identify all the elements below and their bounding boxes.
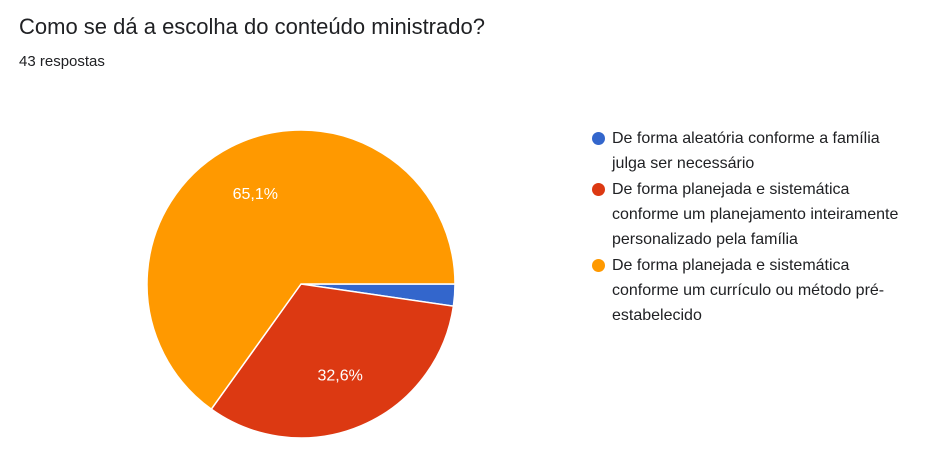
slice-curriculo-metodo	[146, 129, 456, 411]
pie-slices	[146, 129, 456, 439]
legend-label-line: conforme um currículo ou método pré-	[612, 282, 885, 299]
chart-title: Como se dá a escolha do conteúdo ministr…	[19, 14, 485, 39]
legend-label-line: julga ser necessário	[612, 155, 755, 172]
legend-color-dot-icon	[592, 183, 605, 196]
legend-label-line: De forma planejada e sistemática	[612, 257, 850, 274]
legend-label-line: De forma aleatória conforme a família	[612, 130, 880, 147]
legend-label-line: De forma planejada e sistemática	[612, 181, 850, 198]
legend-item-planejamento-personalizado: De forma planejada e sistemática conforme…	[592, 177, 922, 252]
legend-item-curriculo-metodo: De forma planejada e sistemática conforme…	[592, 253, 922, 328]
slice-planejamento-personalizado	[210, 283, 455, 439]
legend-item-aleatoria: De forma aleatória conforme a família jul…	[592, 126, 922, 176]
legend-color-dot-icon	[592, 259, 605, 272]
slice-percent-label: 32,6%	[318, 367, 363, 384]
legend-color-dot-icon	[592, 132, 605, 145]
legend-label-line: personalizado pela família	[612, 231, 798, 248]
slice-percent-label: 65,1%	[233, 186, 278, 203]
legend-label-line: conforme um planejamento inteiramente	[612, 206, 899, 223]
legend-label-line: estabelecido	[612, 307, 702, 324]
chart-legend: De forma aleatória conforme a família jul…	[592, 126, 922, 329]
response-count: 43 respostas	[19, 53, 105, 70]
pie-labels: 32,6% 65,1%	[233, 186, 363, 384]
